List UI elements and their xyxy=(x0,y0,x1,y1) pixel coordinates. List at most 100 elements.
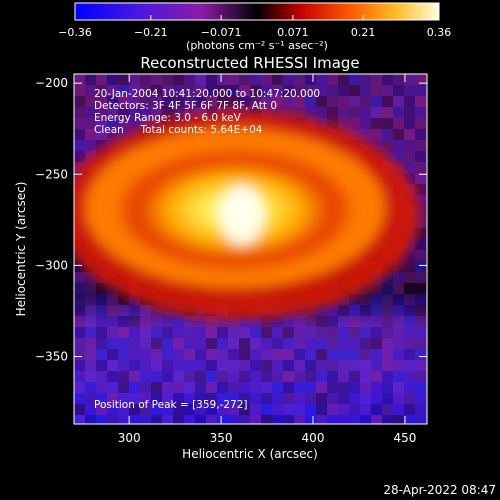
image-pixel xyxy=(426,349,427,360)
plot-frame xyxy=(73,73,428,425)
image-pixel xyxy=(272,371,283,382)
image-pixel xyxy=(272,316,283,327)
image-pixel xyxy=(415,338,426,349)
image-pixel xyxy=(261,371,272,382)
y-tick-label: −350 xyxy=(35,350,68,364)
image-pixel xyxy=(415,118,426,129)
image-pixel xyxy=(371,360,382,371)
image-pixel xyxy=(393,305,404,316)
colorbar-gradient xyxy=(74,2,440,21)
image-pixel xyxy=(261,382,272,393)
image-pixel xyxy=(151,415,162,424)
image-pixel xyxy=(118,96,129,107)
plot-image xyxy=(74,74,427,424)
image-pixel xyxy=(349,349,360,360)
image-pixel xyxy=(294,96,305,107)
image-pixel xyxy=(338,382,349,393)
image-pixel xyxy=(294,74,305,85)
image-pixel xyxy=(305,327,316,338)
image-pixel xyxy=(85,272,96,283)
image-pixel xyxy=(74,118,85,129)
image-pixel xyxy=(426,107,427,118)
image-pixel xyxy=(382,85,393,96)
image-pixel xyxy=(261,415,272,424)
image-pixel xyxy=(74,382,85,393)
image-pixel xyxy=(316,305,327,316)
image-pixel xyxy=(404,294,415,305)
image-pixel xyxy=(371,74,382,85)
image-pixel xyxy=(85,393,96,404)
image-pixel xyxy=(217,404,228,415)
image-pixel xyxy=(382,382,393,393)
image-pixel xyxy=(404,118,415,129)
image-pixel xyxy=(74,140,85,151)
image-pixel xyxy=(96,393,107,404)
image-pixel xyxy=(140,85,151,96)
image-pixel xyxy=(173,415,184,424)
image-pixel xyxy=(327,349,338,360)
image-pixel xyxy=(283,85,294,96)
image-pixel xyxy=(250,371,261,382)
image-pixel xyxy=(415,96,426,107)
image-pixel xyxy=(118,349,129,360)
image-pixel xyxy=(327,371,338,382)
image-pixel xyxy=(250,316,261,327)
image-pixel xyxy=(195,107,206,118)
image-pixel xyxy=(239,316,250,327)
image-pixel xyxy=(85,151,96,162)
image-pixel xyxy=(162,382,173,393)
image-pixel xyxy=(107,382,118,393)
image-pixel xyxy=(393,360,404,371)
image-pixel xyxy=(360,338,371,349)
image-pixel xyxy=(173,393,184,404)
image-pixel xyxy=(151,107,162,118)
image-pixel xyxy=(140,107,151,118)
image-pixel xyxy=(360,349,371,360)
image-pixel xyxy=(162,74,173,85)
image-pixel xyxy=(250,85,261,96)
image-pixel xyxy=(327,327,338,338)
image-pixel xyxy=(85,404,96,415)
image-pixel xyxy=(338,85,349,96)
image-pixel xyxy=(173,382,184,393)
image-pixel xyxy=(316,316,327,327)
image-pixel xyxy=(349,118,360,129)
image-pixel xyxy=(393,140,404,151)
image-pixel xyxy=(239,382,250,393)
image-pixel xyxy=(250,349,261,360)
image-pixel xyxy=(162,404,173,415)
image-pixel xyxy=(305,360,316,371)
image-pixel xyxy=(96,96,107,107)
image-pixel xyxy=(74,74,85,85)
image-pixel xyxy=(195,404,206,415)
image-pixel xyxy=(426,294,427,305)
image-pixel xyxy=(382,283,393,294)
image-pixel xyxy=(129,327,140,338)
image-pixel xyxy=(118,316,129,327)
image-pixel xyxy=(140,305,151,316)
image-pixel xyxy=(360,393,371,404)
image-pixel xyxy=(415,261,426,272)
image-pixel xyxy=(382,393,393,404)
image-pixel xyxy=(426,415,427,424)
image-pixel xyxy=(393,74,404,85)
image-pixel xyxy=(261,316,272,327)
image-pixel xyxy=(360,294,371,305)
image-pixel xyxy=(382,338,393,349)
image-pixel xyxy=(195,415,206,424)
image-pixel xyxy=(404,404,415,415)
image-pixel xyxy=(85,107,96,118)
image-pixel xyxy=(338,393,349,404)
image-pixel xyxy=(360,305,371,316)
image-pixel xyxy=(305,349,316,360)
image-pixel xyxy=(96,415,107,424)
image-pixel xyxy=(261,360,272,371)
image-pixel xyxy=(272,382,283,393)
image-pixel xyxy=(404,162,415,173)
image-pixel xyxy=(85,316,96,327)
image-pixel xyxy=(206,316,217,327)
image-pixel xyxy=(393,261,404,272)
image-pixel xyxy=(426,96,427,107)
image-pixel xyxy=(349,305,360,316)
image-pixel xyxy=(184,360,195,371)
